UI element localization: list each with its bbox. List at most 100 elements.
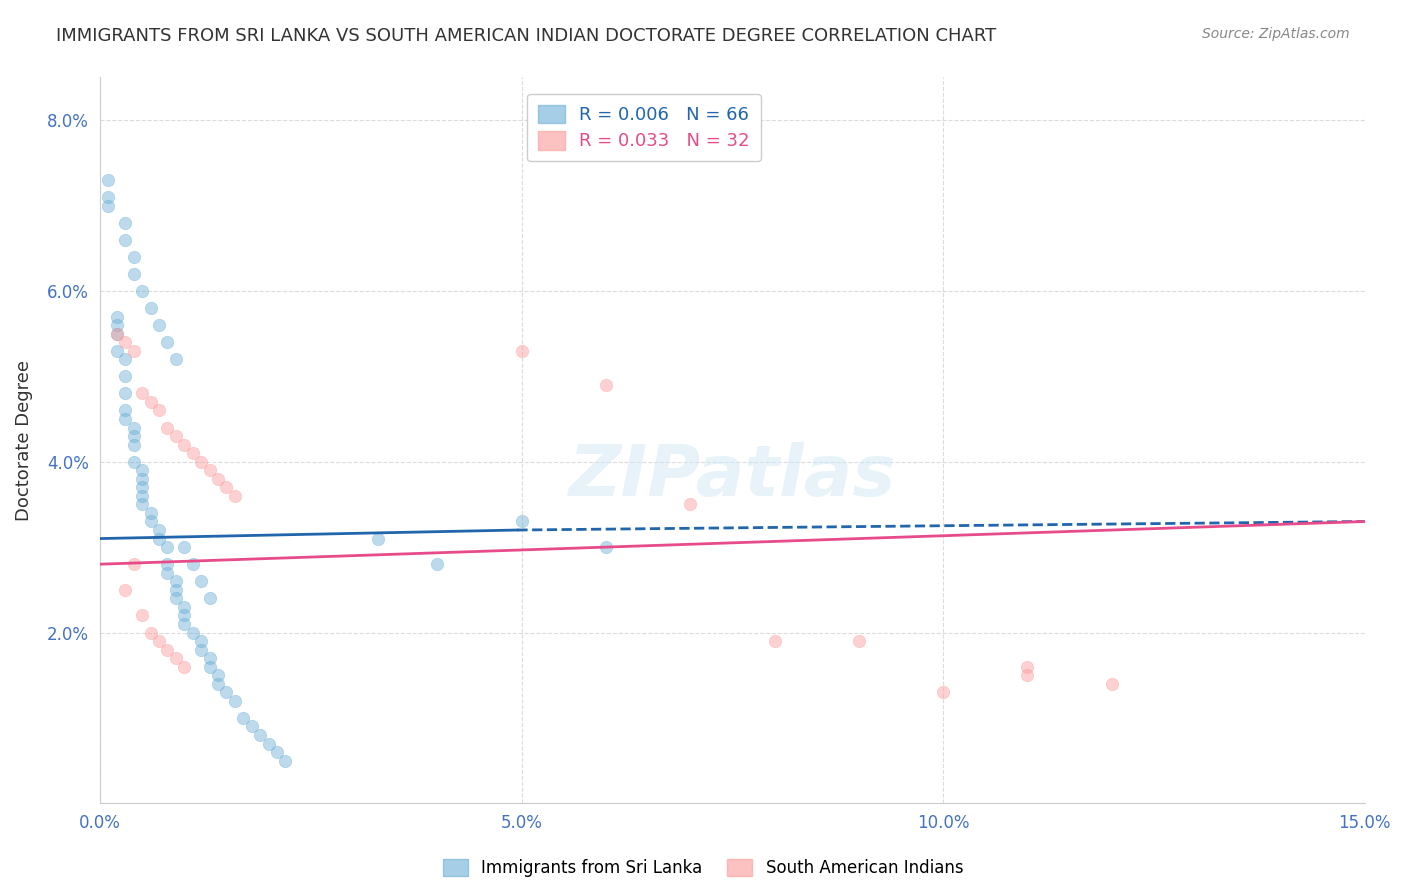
Point — [114, 352, 136, 367]
Point — [97, 173, 120, 187]
Point — [139, 506, 162, 520]
Point — [131, 463, 153, 477]
Point — [426, 557, 449, 571]
Point — [510, 343, 533, 358]
Point — [114, 412, 136, 426]
Point — [122, 420, 145, 434]
Point — [148, 532, 170, 546]
Point — [131, 480, 153, 494]
Point — [249, 728, 271, 742]
Point — [173, 608, 195, 623]
Point — [131, 284, 153, 298]
Point — [114, 216, 136, 230]
Point — [156, 420, 179, 434]
Point — [165, 582, 187, 597]
Point — [207, 668, 229, 682]
Point — [122, 343, 145, 358]
Point — [215, 480, 238, 494]
Point — [105, 310, 128, 324]
Point — [181, 446, 204, 460]
Point — [114, 403, 136, 417]
Point — [510, 515, 533, 529]
Text: Source: ZipAtlas.com: Source: ZipAtlas.com — [1202, 27, 1350, 41]
Point — [105, 326, 128, 341]
Point — [148, 318, 170, 332]
Point — [181, 557, 204, 571]
Point — [114, 386, 136, 401]
Point — [131, 472, 153, 486]
Point — [165, 429, 187, 443]
Point — [122, 429, 145, 443]
Point — [165, 591, 187, 606]
Text: IMMIGRANTS FROM SRI LANKA VS SOUTH AMERICAN INDIAN DOCTORATE DEGREE CORRELATION : IMMIGRANTS FROM SRI LANKA VS SOUTH AMERI… — [56, 27, 997, 45]
Point — [207, 677, 229, 691]
Point — [156, 540, 179, 554]
Point — [139, 625, 162, 640]
Point — [848, 634, 870, 648]
Point — [367, 532, 389, 546]
Point — [156, 557, 179, 571]
Point — [679, 497, 702, 511]
Point — [156, 335, 179, 350]
Point — [148, 523, 170, 537]
Point — [114, 233, 136, 247]
Point — [156, 642, 179, 657]
Point — [198, 463, 221, 477]
Point — [266, 745, 288, 759]
Point — [105, 343, 128, 358]
Point — [173, 617, 195, 632]
Point — [1017, 659, 1039, 673]
Point — [97, 190, 120, 204]
Point — [105, 326, 128, 341]
Point — [595, 377, 617, 392]
Point — [240, 719, 263, 733]
Point — [139, 515, 162, 529]
Point — [165, 574, 187, 589]
Point — [763, 634, 786, 648]
Text: ZIPatlas: ZIPatlas — [568, 442, 896, 511]
Point — [148, 634, 170, 648]
Point — [257, 737, 280, 751]
Point — [114, 369, 136, 384]
Point — [165, 651, 187, 665]
Y-axis label: Doctorate Degree: Doctorate Degree — [15, 359, 32, 521]
Point — [131, 608, 153, 623]
Point — [97, 198, 120, 212]
Point — [1101, 677, 1123, 691]
Point — [190, 642, 212, 657]
Point — [148, 403, 170, 417]
Point — [595, 540, 617, 554]
Point — [122, 455, 145, 469]
Point — [1017, 668, 1039, 682]
Point — [122, 250, 145, 264]
Point — [207, 472, 229, 486]
Point — [190, 634, 212, 648]
Point — [181, 625, 204, 640]
Point — [224, 489, 246, 503]
Point — [198, 659, 221, 673]
Legend: Immigrants from Sri Lanka, South American Indians: Immigrants from Sri Lanka, South America… — [436, 852, 970, 884]
Point — [932, 685, 955, 699]
Point — [224, 694, 246, 708]
Point — [190, 574, 212, 589]
Point — [173, 437, 195, 451]
Point — [173, 540, 195, 554]
Point — [274, 754, 297, 768]
Point — [215, 685, 238, 699]
Point — [156, 566, 179, 580]
Point — [114, 582, 136, 597]
Point — [131, 386, 153, 401]
Point — [165, 352, 187, 367]
Point — [122, 437, 145, 451]
Legend: R = 0.006   N = 66, R = 0.033   N = 32: R = 0.006 N = 66, R = 0.033 N = 32 — [527, 94, 761, 161]
Point — [114, 335, 136, 350]
Point — [131, 489, 153, 503]
Point — [232, 711, 254, 725]
Point — [139, 301, 162, 315]
Point — [122, 557, 145, 571]
Point — [173, 599, 195, 614]
Point — [198, 651, 221, 665]
Point — [198, 591, 221, 606]
Point — [131, 497, 153, 511]
Point — [122, 267, 145, 281]
